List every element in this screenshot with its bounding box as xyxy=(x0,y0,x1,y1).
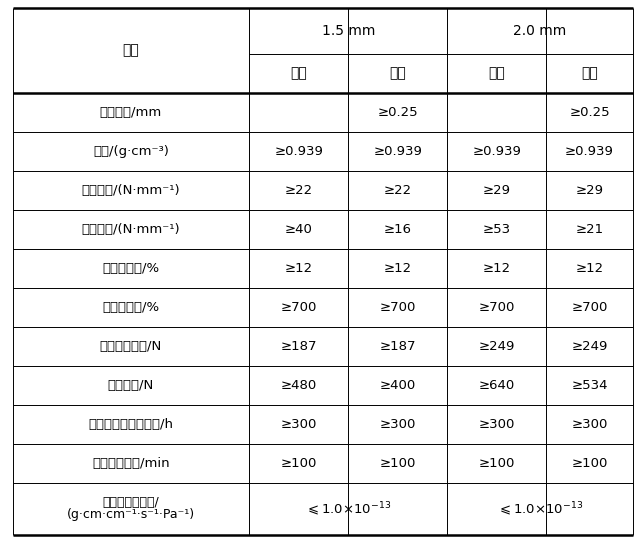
Text: ≥16: ≥16 xyxy=(384,223,412,236)
Text: ≥300: ≥300 xyxy=(281,418,317,431)
Text: ≥187: ≥187 xyxy=(380,340,416,353)
Text: ≥480: ≥480 xyxy=(281,379,317,392)
Text: ≥100: ≥100 xyxy=(479,457,515,470)
Text: ≥0.939: ≥0.939 xyxy=(373,145,422,158)
Text: 毛糙高度/mm: 毛糙高度/mm xyxy=(100,106,162,119)
Text: 直角撞裂强度/N: 直角撞裂强度/N xyxy=(100,340,162,353)
Text: ≥29: ≥29 xyxy=(576,184,603,197)
Text: 屈服强度/(N·mm⁻¹): 屈服强度/(N·mm⁻¹) xyxy=(82,184,180,197)
Text: 性能: 性能 xyxy=(123,44,139,58)
Text: ≥249: ≥249 xyxy=(571,340,608,353)
Text: ≥700: ≥700 xyxy=(380,301,416,314)
Text: ≥21: ≥21 xyxy=(575,223,604,236)
Text: 2.0 mm: 2.0 mm xyxy=(513,24,567,38)
Text: ≥40: ≥40 xyxy=(285,223,312,236)
Text: 糘面: 糘面 xyxy=(389,66,406,80)
Text: ≥22: ≥22 xyxy=(284,184,313,197)
Text: ≥300: ≥300 xyxy=(479,418,515,431)
Text: ≥53: ≥53 xyxy=(482,223,511,236)
Text: 屈服伸长率/%: 屈服伸长率/% xyxy=(102,262,160,275)
Text: 密度/(g·cm⁻³): 密度/(g·cm⁻³) xyxy=(93,145,169,158)
Text: ≥534: ≥534 xyxy=(571,379,608,392)
Text: 水蔬气渗透系数/: 水蔬气渗透系数/ xyxy=(103,496,159,509)
Text: ≥400: ≥400 xyxy=(380,379,416,392)
Text: 氧化诱导时间/min: 氧化诱导时间/min xyxy=(92,457,170,470)
Text: ≥100: ≥100 xyxy=(380,457,416,470)
Text: ≥187: ≥187 xyxy=(281,340,317,353)
Text: ≥12: ≥12 xyxy=(284,262,313,275)
Text: ≥700: ≥700 xyxy=(479,301,515,314)
Text: ≥12: ≥12 xyxy=(482,262,511,275)
Text: ≥0.25: ≥0.25 xyxy=(569,106,610,119)
Text: 光面: 光面 xyxy=(290,66,307,80)
Text: $\leqslant$1.0$\times$10$^{-13}$: $\leqslant$1.0$\times$10$^{-13}$ xyxy=(305,500,391,517)
Text: 光面: 光面 xyxy=(488,66,505,80)
Text: ≥100: ≥100 xyxy=(281,457,317,470)
Text: ≥0.25: ≥0.25 xyxy=(378,106,418,119)
Text: ≥700: ≥700 xyxy=(571,301,608,314)
Text: ≥100: ≥100 xyxy=(571,457,608,470)
Text: 耐环境应力开裂时间/h: 耐环境应力开裂时间/h xyxy=(88,418,174,431)
Text: $\leqslant$1.0$\times$10$^{-13}$: $\leqslant$1.0$\times$10$^{-13}$ xyxy=(497,500,583,517)
Text: ≥249: ≥249 xyxy=(479,340,515,353)
Text: 断裂强度/(N·mm⁻¹): 断裂强度/(N·mm⁻¹) xyxy=(82,223,180,236)
Text: ≥640: ≥640 xyxy=(479,379,515,392)
Text: ≥700: ≥700 xyxy=(281,301,317,314)
Text: ≥300: ≥300 xyxy=(380,418,416,431)
Text: ≥29: ≥29 xyxy=(483,184,511,197)
Text: 断裂伸长率/%: 断裂伸长率/% xyxy=(102,301,160,314)
Text: ≥0.939: ≥0.939 xyxy=(565,145,614,158)
Text: (g·cm·cm⁻¹·s⁻¹·Pa⁻¹): (g·cm·cm⁻¹·s⁻¹·Pa⁻¹) xyxy=(67,508,195,521)
Text: ≥12: ≥12 xyxy=(575,262,604,275)
Text: ≥0.939: ≥0.939 xyxy=(472,145,521,158)
Text: ≥12: ≥12 xyxy=(383,262,412,275)
Text: 1.5 mm: 1.5 mm xyxy=(321,24,375,38)
Text: 糘面: 糘面 xyxy=(581,66,598,80)
Text: ≥22: ≥22 xyxy=(383,184,412,197)
Text: ≥0.939: ≥0.939 xyxy=(274,145,323,158)
Text: ≥300: ≥300 xyxy=(571,418,608,431)
Text: 穿刺强度/N: 穿刺强度/N xyxy=(108,379,154,392)
